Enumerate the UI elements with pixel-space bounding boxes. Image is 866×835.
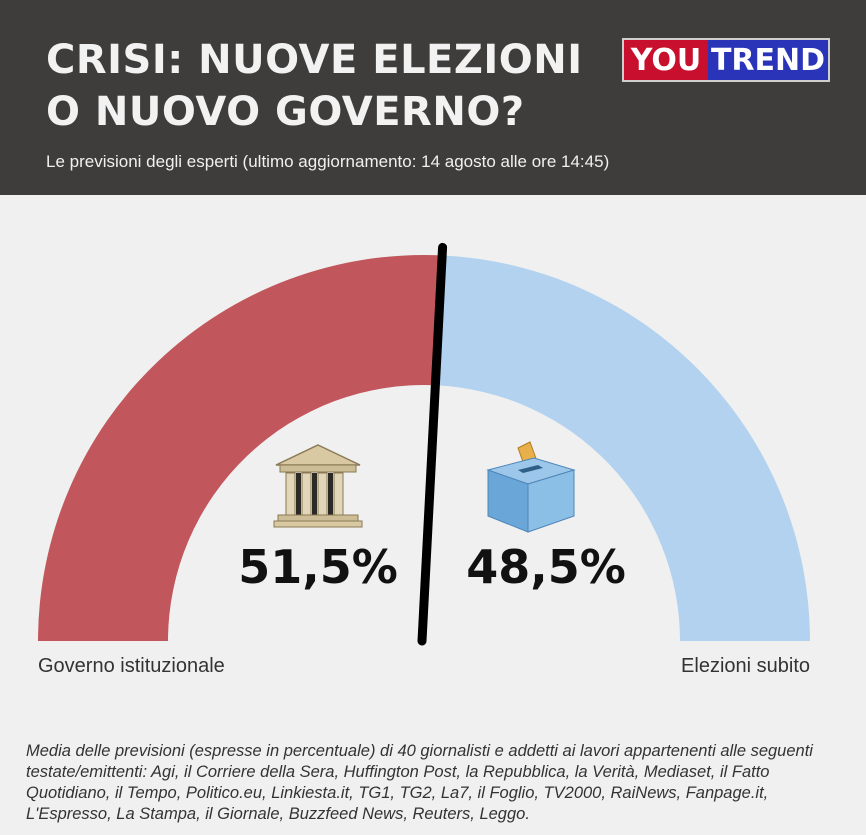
youtrend-logo: YOU TREND [622, 38, 830, 82]
title-line-2: O NUOVO GOVERNO? [46, 89, 525, 135]
category-label-elezioni: Elezioni subito [681, 655, 810, 677]
government-building-icon [273, 444, 363, 528]
gauge-chart: 51,5% 48,5% [38, 242, 810, 646]
gauge-needle [417, 242, 448, 646]
title-line-1: CRISI: NUOVE ELEZIONI [46, 37, 583, 83]
gauge-segment-governo [38, 254, 443, 641]
logo-part-trend: TREND [708, 40, 828, 80]
chart-title: CRISI: NUOVE ELEZIONI O NUOVO GOVERNO? [46, 34, 606, 138]
category-label-governo: Governo istituzionale [38, 655, 225, 677]
chart-subtitle: Le previsioni degli esperti (ultimo aggi… [46, 152, 610, 171]
value-label-elezioni: 48,5% [466, 540, 626, 594]
ballot-box-icon [486, 441, 576, 533]
gauge-segment-elezioni [436, 255, 810, 641]
value-label-governo: 51,5% [238, 540, 398, 594]
chart-area: 51,5% 48,5% Governo istituzionale Elezion… [0, 195, 866, 835]
header: CRISI: NUOVE ELEZIONI O NUOVO GOVERNO? L… [0, 0, 866, 195]
footnote: Media delle previsioni (espresse in perc… [26, 742, 813, 823]
logo-part-you: YOU [624, 40, 708, 80]
